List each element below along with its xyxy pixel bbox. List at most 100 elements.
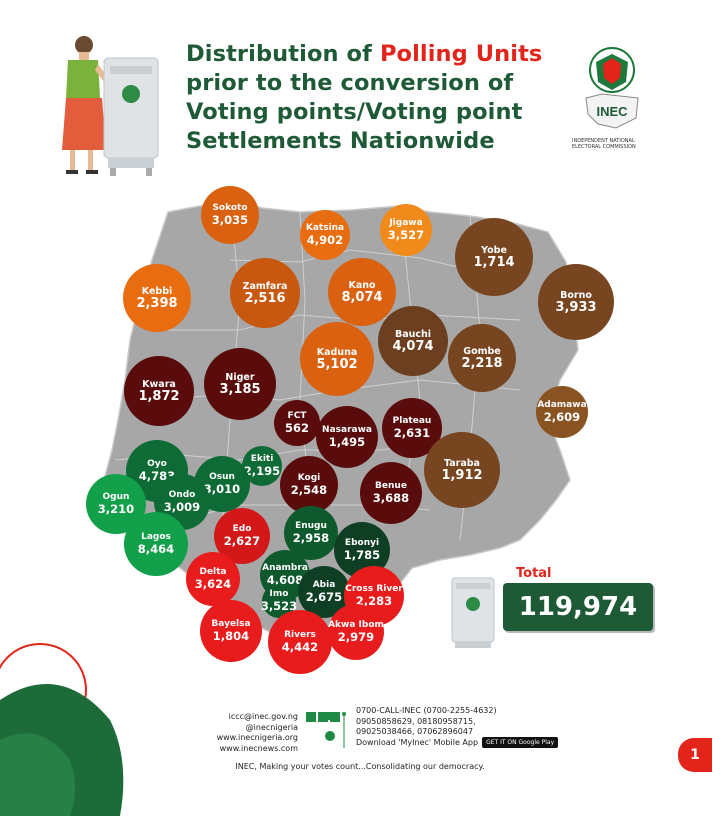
state-bubble-bauchi: Bauchi 4,074 [378, 306, 448, 376]
state-bubble-nasarawa: Nasarawa 1,495 [316, 406, 378, 468]
state-bubble-edo: Edo 2,627 [214, 508, 270, 564]
state-value: 3,624 [194, 577, 232, 591]
logo-text: INEC [596, 104, 628, 119]
state-name: Kogi [297, 473, 321, 483]
state-value: 1,785 [343, 548, 381, 562]
voter-figure [62, 36, 118, 174]
state-value: 1,804 [212, 629, 250, 643]
state-bubble-gombe: Gombe 2,218 [448, 324, 516, 392]
state-name: Anambra [262, 563, 308, 573]
instagram-icon [318, 712, 328, 722]
logo-caption: INDEPENDENT NATIONAL ELECTORAL COMMISSIO… [572, 138, 636, 150]
state-name: Enugu [295, 521, 327, 531]
social-icons [306, 712, 346, 748]
state-value: 4,608 [266, 573, 304, 587]
state-name: Jigawa [389, 218, 423, 228]
state-value: 3,010 [203, 482, 241, 496]
state-value: 2,609 [543, 410, 581, 424]
state-value: 3,688 [372, 491, 410, 505]
state-value: 2,398 [136, 296, 178, 311]
footer-download: Download 'MyInec' Mobile App GET IT ON G… [356, 737, 559, 748]
state-bubble-rivers: Rivers 4,442 [268, 610, 332, 674]
state-value: 1,872 [138, 389, 180, 404]
state-name: Adamawa [537, 400, 587, 410]
download-text: Download 'MyInec' Mobile App [356, 738, 479, 747]
state-value: 2,631 [393, 426, 431, 440]
facebook-icon [330, 712, 340, 722]
total-label: Total [516, 566, 552, 581]
email-icon [324, 712, 334, 720]
state-value: 3,933 [555, 300, 597, 315]
state-value: 3,527 [387, 228, 425, 242]
state-bubble-delta: Delta 3,624 [186, 552, 240, 606]
state-name: Nasarawa [322, 425, 372, 435]
state-bubble-fct: FCT 562 [274, 400, 320, 446]
state-value: 4,902 [306, 233, 344, 247]
globe-icon [325, 731, 335, 741]
state-name: Gombe [463, 346, 501, 357]
title-part1: Distribution of [186, 41, 380, 67]
state-name: Taraba [444, 458, 480, 469]
footer-phone3[interactable]: 09025038466, 07062896047 [356, 727, 474, 736]
state-name: Kano [348, 280, 376, 291]
state-name: Ogun [102, 492, 130, 502]
footer-site2[interactable]: www.inecnews.com [219, 743, 298, 753]
page-number: 1 [678, 738, 712, 772]
state-value: 2,195 [243, 464, 281, 478]
state-name: Ebonyi [344, 538, 380, 548]
state-bubble-yobe: Yobe 1,714 [455, 218, 533, 296]
state-name: FCT [287, 411, 307, 421]
state-name: Abia [312, 580, 336, 590]
state-name: Osun [209, 472, 235, 482]
state-bubble-zamfara: Zamfara 2,516 [230, 258, 300, 328]
state-value: 2,675 [305, 590, 343, 604]
state-value: 5,102 [316, 357, 358, 372]
state-bubble-lagos: Lagos 8,464 [124, 512, 188, 576]
state-bubble-kano: Kano 8,074 [328, 258, 396, 326]
footer-phone1[interactable]: 0700-CALL-INEC (0700-2255-4632) [356, 706, 497, 715]
state-value: 8,464 [137, 542, 175, 556]
state-value: 3,035 [211, 213, 249, 227]
state-name: Cross River [345, 584, 403, 594]
state-bubble-sokoto: Sokoto 3,035 [201, 186, 259, 244]
title-line4: Settlements Nationwide [186, 128, 495, 154]
footer-handle[interactable]: @inecnigeria [245, 722, 298, 732]
state-bubble-kaduna: Kaduna 5,102 [300, 322, 374, 396]
phone-icon [342, 712, 346, 716]
state-bubble-taraba: Taraba 1,912 [424, 432, 500, 508]
state-value: 3,210 [97, 502, 135, 516]
google-play-badge[interactable]: GET IT ON Google Play [482, 737, 559, 748]
state-bubble-kwara: Kwara 1,872 [124, 356, 194, 426]
state-name: Sokoto [212, 203, 248, 213]
state-bubble-benue: Benue 3,688 [360, 462, 422, 524]
title-line3: Voting points/Voting point [186, 99, 523, 125]
state-name: Bayelsa [211, 619, 251, 629]
state-bubble-ekiti: Ekiti 2,195 [242, 446, 282, 486]
state-bubble-jigawa: Jigawa 3,527 [380, 204, 432, 256]
state-value: 1,495 [328, 435, 366, 449]
total-value: 119,974 [503, 583, 653, 631]
state-value: 2,283 [355, 594, 393, 608]
state-value: 4,074 [392, 339, 434, 354]
twitter-icon [306, 712, 316, 722]
state-bubble-katsina: Katsina 4,902 [300, 210, 350, 260]
footer-site1[interactable]: www.inecnigeria.org [216, 733, 298, 742]
state-name: Ekiti [250, 454, 274, 464]
state-name: Plateau [392, 416, 432, 426]
state-bubble-kebbi: Kebbi 2,398 [123, 264, 191, 332]
state-value: 2,979 [337, 630, 375, 644]
footer-phones: 0700-CALL-INEC (0700-2255-4632) 09050858… [356, 706, 556, 738]
state-name: Delta [199, 567, 227, 577]
footer-phone2[interactable]: 09050858629, 08180958715, [356, 716, 476, 726]
state-bubble-kogi: Kogi 2,548 [280, 456, 338, 514]
title-line2: prior to the conversion of [186, 70, 514, 96]
state-name: Borno [560, 290, 592, 301]
state-bubble-ondo: Ondo 3,009 [154, 474, 210, 530]
footer-email[interactable]: iccc@inec.gov.ng [228, 712, 298, 721]
state-value: 2,627 [223, 534, 261, 548]
inec-logo: INEC [585, 47, 639, 129]
state-name: Niger [225, 372, 255, 383]
state-name: Kebbi [141, 286, 173, 297]
state-value: 4,442 [281, 640, 319, 654]
